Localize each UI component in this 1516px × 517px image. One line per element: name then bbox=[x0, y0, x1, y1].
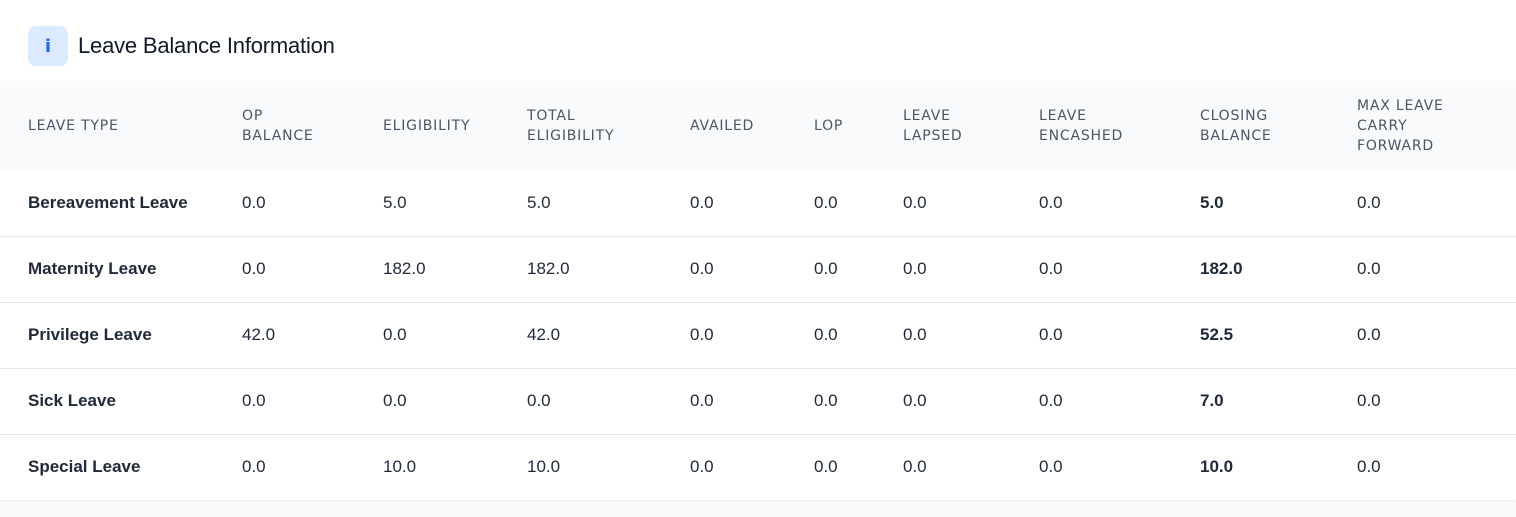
cell-leave-encashed: 0.0 bbox=[1039, 259, 1063, 278]
cell-max-carry-forward: 0.0 bbox=[1357, 192, 1381, 212]
cell-eligibility: 182.0 bbox=[383, 259, 426, 278]
cell-leave-type: Privilege Leave bbox=[28, 325, 152, 344]
cell-closing-balance: 7.0 bbox=[1200, 391, 1224, 410]
cell-lop: 0.0 bbox=[814, 192, 838, 212]
cell-op-balance: 0.0 bbox=[242, 259, 266, 278]
cell-eligibility: 5.0 bbox=[383, 192, 407, 212]
table-header-row: LEAVE TYPE OP BALANCE ELIGIBILITY TOTAL … bbox=[0, 81, 1516, 170]
cell-eligibility: 0.0 bbox=[383, 391, 407, 410]
cell-total-eligibility: 5.0 bbox=[527, 192, 551, 212]
cell-lop: 0.0 bbox=[814, 457, 838, 477]
column-header-closing-balance: CLOSING BALANCE bbox=[1200, 81, 1357, 170]
cell-closing-balance: 182.0 bbox=[1200, 259, 1243, 278]
cell-total-eligibility: 182.0 bbox=[527, 259, 570, 278]
table-row: Special Leave 0.0 10.0 10.0 0.0 0.0 0.0 … bbox=[0, 434, 1516, 500]
cell-leave-type: Maternity Leave bbox=[28, 259, 157, 278]
info-icon-glyph: i bbox=[44, 35, 52, 57]
cell-eligibility: 0.0 bbox=[383, 325, 407, 344]
table-row: Privilege Leave 42.0 0.0 42.0 0.0 0.0 0.… bbox=[0, 302, 1516, 368]
cell-op-balance: 0.0 bbox=[242, 192, 266, 212]
table-row: Maternity Leave 0.0 182.0 182.0 0.0 0.0 … bbox=[0, 236, 1516, 302]
cell-availed: 0.0 bbox=[690, 259, 714, 278]
cell-total-eligibility: 10.0 bbox=[527, 457, 561, 477]
cell-leave-encashed: 0.0 bbox=[1039, 391, 1063, 410]
cell-total-eligibility: 42.0 bbox=[527, 325, 561, 344]
cell-availed: 0.0 bbox=[690, 457, 714, 477]
column-header-line: AVAILED bbox=[690, 117, 755, 134]
cell-op-balance: 0.0 bbox=[242, 457, 266, 477]
cell-availed: 0.0 bbox=[690, 391, 714, 410]
cell-lop: 0.0 bbox=[814, 325, 838, 344]
table-row: Bereavement Leave 0.0 5.0 5.0 0.0 0.0 0.… bbox=[0, 170, 1516, 236]
column-header-availed: AVAILED bbox=[690, 81, 814, 170]
card-header: i Leave Balance Information bbox=[28, 26, 335, 66]
cell-total-eligibility: 0.0 bbox=[527, 391, 551, 410]
cell-leave-encashed: 0.0 bbox=[1039, 457, 1063, 477]
column-header-line: BALANCE bbox=[242, 127, 314, 144]
column-header-line: TOTAL bbox=[527, 107, 576, 124]
column-header-line: CLOSING bbox=[1200, 107, 1269, 124]
leave-balance-card: i Leave Balance Information LEAVE TYPE O… bbox=[0, 26, 1516, 500]
leave-balance-table: LEAVE TYPE OP BALANCE ELIGIBILITY TOTAL … bbox=[0, 81, 1516, 500]
cell-closing-balance: 10.0 bbox=[1200, 457, 1234, 477]
column-header-leave-encashed: LEAVE ENCASHED bbox=[1039, 81, 1200, 170]
column-header-total-eligibility: TOTAL ELIGIBILITY bbox=[527, 81, 690, 170]
column-header-line: BALANCE bbox=[1200, 127, 1272, 144]
column-header-line: LEAVE TYPE bbox=[28, 117, 119, 134]
cell-availed: 0.0 bbox=[690, 192, 714, 212]
cell-max-carry-forward: 0.0 bbox=[1357, 391, 1381, 410]
column-header-leave-lapsed: LEAVE LAPSED bbox=[903, 81, 1039, 170]
cell-leave-type: Bereavement Leave bbox=[28, 192, 188, 212]
column-header-eligibility: ELIGIBILITY bbox=[383, 81, 527, 170]
cell-leave-type: Sick Leave bbox=[28, 391, 116, 410]
column-header-line: ENCASHED bbox=[1039, 127, 1124, 144]
table-body: Bereavement Leave 0.0 5.0 5.0 0.0 0.0 0.… bbox=[0, 170, 1516, 500]
cell-leave-lapsed: 0.0 bbox=[903, 259, 927, 278]
cell-leave-lapsed: 0.0 bbox=[903, 457, 927, 477]
cell-closing-balance: 5.0 bbox=[1200, 192, 1224, 212]
column-header-line: CARRY bbox=[1357, 117, 1408, 134]
table-row: Sick Leave 0.0 0.0 0.0 0.0 0.0 0.0 0.0 7… bbox=[0, 368, 1516, 434]
column-header-line: OP bbox=[242, 107, 264, 124]
cell-lop: 0.0 bbox=[814, 259, 838, 278]
table-header: LEAVE TYPE OP BALANCE ELIGIBILITY TOTAL … bbox=[0, 81, 1516, 170]
cell-leave-lapsed: 0.0 bbox=[903, 325, 927, 344]
column-header-line: LAPSED bbox=[903, 127, 963, 144]
column-header-line: ELIGIBILITY bbox=[527, 127, 615, 144]
column-header-max-carry-forward: MAX LEAVE CARRY FORWARD bbox=[1357, 81, 1516, 170]
cell-eligibility: 10.0 bbox=[383, 457, 417, 477]
cell-leave-encashed: 0.0 bbox=[1039, 325, 1063, 344]
cell-availed: 0.0 bbox=[690, 325, 714, 344]
cell-op-balance: 42.0 bbox=[242, 325, 276, 344]
column-header-op-balance: OP BALANCE bbox=[242, 81, 383, 170]
cell-leave-lapsed: 0.0 bbox=[903, 192, 927, 212]
cell-lop: 0.0 bbox=[814, 391, 838, 410]
cell-closing-balance: 52.5 bbox=[1200, 325, 1234, 344]
cell-max-carry-forward: 0.0 bbox=[1357, 259, 1381, 278]
cell-op-balance: 0.0 bbox=[242, 391, 266, 410]
column-header-line: LEAVE bbox=[1039, 107, 1087, 124]
column-header-line: FORWARD bbox=[1357, 137, 1434, 154]
column-header-line: MAX LEAVE bbox=[1357, 97, 1444, 114]
column-header-line: LOP bbox=[814, 117, 844, 134]
column-header-leave-type: LEAVE TYPE bbox=[0, 81, 242, 170]
page-title: Leave Balance Information bbox=[78, 33, 335, 58]
column-header-lop: LOP bbox=[814, 81, 903, 170]
cell-leave-type: Special Leave bbox=[28, 457, 141, 477]
cell-leave-encashed: 0.0 bbox=[1039, 192, 1063, 212]
column-header-line: ELIGIBILITY bbox=[383, 117, 471, 134]
column-header-line: LEAVE bbox=[903, 107, 951, 124]
info-icon: i bbox=[28, 26, 68, 66]
cell-max-carry-forward: 0.0 bbox=[1357, 457, 1381, 477]
cell-leave-lapsed: 0.0 bbox=[903, 391, 927, 410]
cell-max-carry-forward: 0.0 bbox=[1357, 325, 1381, 344]
